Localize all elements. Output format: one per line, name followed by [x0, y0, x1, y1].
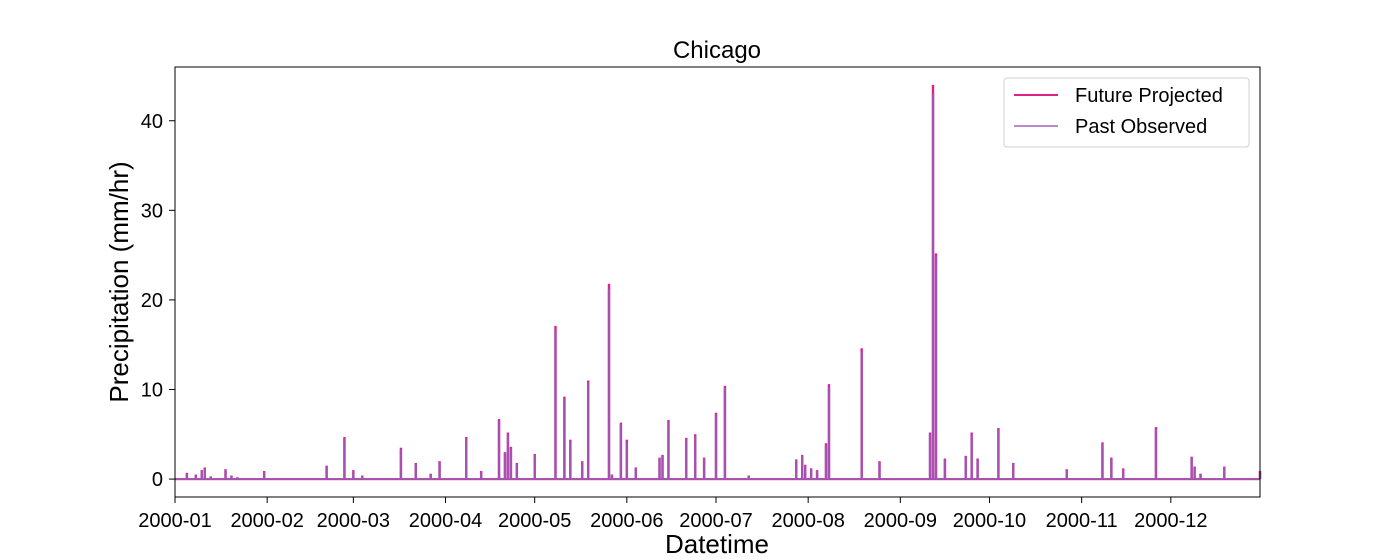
x-tick-label: 2000-02: [230, 510, 303, 532]
plot-area: [175, 84, 1262, 481]
y-axis: 0 10 20 30 40: [141, 111, 175, 491]
x-tick-label: 2000-05: [498, 510, 571, 532]
x-tick-label: 2000-11: [1046, 510, 1118, 532]
y-tick-label: 30: [141, 200, 163, 222]
x-axis: 2000-01 2000-02 2000-03 2000-04 2000-05 2000-…: [138, 497, 1208, 532]
y-tick-label: 20: [141, 290, 163, 312]
legend: Future Projected Past Observed: [1003, 77, 1250, 148]
plot-frame: [174, 66, 1261, 498]
legend-label-past: Past Observed: [1075, 116, 1207, 138]
y-axis-label: Precipitation (mm/hr): [104, 161, 134, 402]
legend-box: [1003, 77, 1250, 148]
chart-title: Chicago: [673, 37, 761, 64]
x-axis-label: Datetime: [665, 529, 769, 559]
series-past-observed: [175, 93, 1262, 481]
x-tick-label: 2000-06: [590, 510, 663, 532]
x-tick-label: 2000-09: [864, 510, 937, 532]
x-tick-label: 2000-08: [771, 510, 844, 532]
y-tick-label: 40: [141, 111, 163, 133]
x-tick-label: 2000-01: [138, 510, 211, 532]
x-tick-label: 2000-12: [1134, 510, 1207, 532]
y-tick-label: 0: [152, 469, 163, 491]
x-tick-label: 2000-03: [317, 510, 390, 532]
x-tick-label: 2000-07: [679, 510, 752, 532]
x-tick-label: 2000-04: [409, 510, 482, 532]
y-tick-label: 10: [141, 380, 163, 402]
legend-label-future: Future Projected: [1075, 85, 1223, 107]
x-tick-label: 2000-10: [953, 510, 1026, 532]
